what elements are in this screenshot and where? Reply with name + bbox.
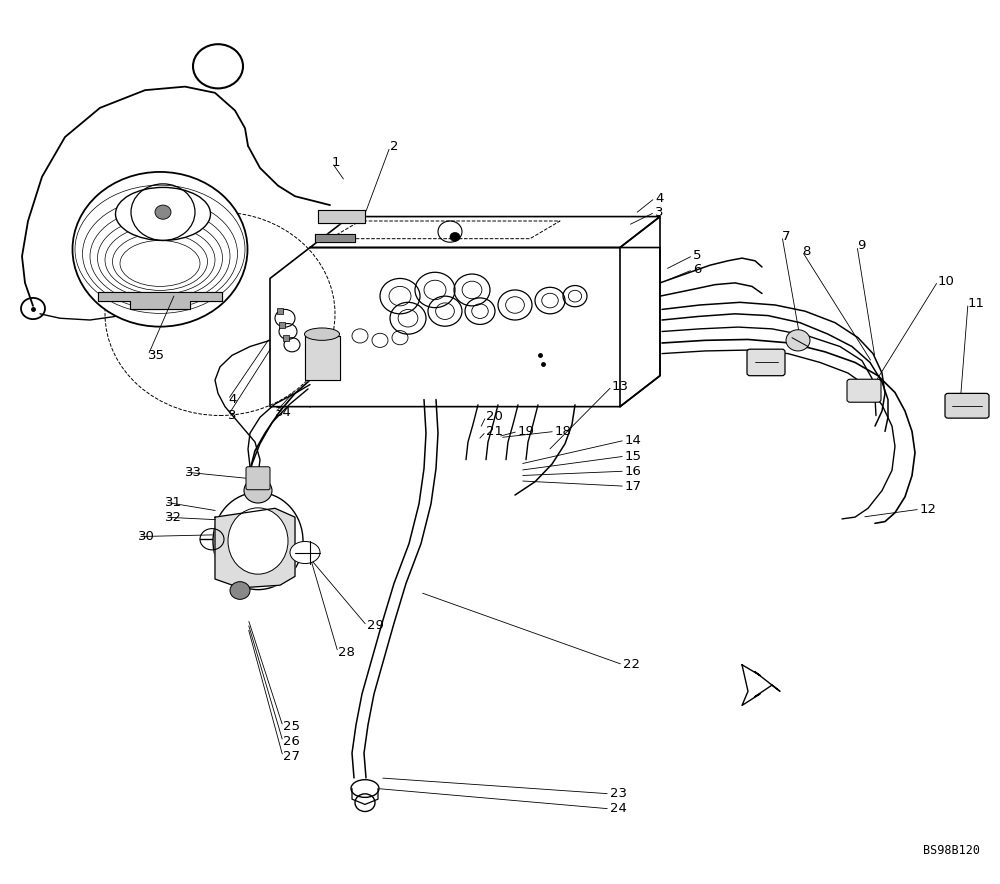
Circle shape	[155, 205, 171, 219]
Text: 13: 13	[612, 380, 629, 392]
Circle shape	[450, 232, 460, 241]
Text: 12: 12	[920, 503, 937, 515]
Text: 28: 28	[338, 646, 355, 659]
Text: 7: 7	[782, 230, 790, 242]
Text: 34: 34	[275, 407, 292, 419]
Ellipse shape	[72, 171, 248, 326]
Text: 33: 33	[185, 466, 202, 478]
FancyBboxPatch shape	[246, 467, 270, 490]
Text: 4: 4	[228, 393, 236, 406]
Polygon shape	[742, 665, 780, 705]
Text: 10: 10	[938, 275, 955, 287]
Text: 32: 32	[165, 511, 182, 523]
Text: 5: 5	[693, 249, 702, 262]
Polygon shape	[318, 210, 365, 223]
Ellipse shape	[228, 507, 288, 575]
Text: 23: 23	[610, 788, 627, 800]
Ellipse shape	[290, 541, 320, 564]
Polygon shape	[305, 336, 340, 380]
Text: 21: 21	[486, 425, 503, 438]
Text: 19: 19	[518, 425, 535, 438]
Ellipse shape	[304, 328, 340, 340]
Text: 30: 30	[138, 530, 155, 543]
Text: 3: 3	[228, 409, 237, 422]
Ellipse shape	[213, 492, 303, 590]
Text: 20: 20	[486, 410, 503, 423]
Text: 9: 9	[857, 240, 865, 252]
Circle shape	[786, 330, 810, 351]
Text: 24: 24	[610, 803, 627, 815]
Polygon shape	[315, 234, 355, 242]
Text: 25: 25	[283, 720, 300, 733]
Circle shape	[244, 478, 272, 503]
FancyBboxPatch shape	[747, 349, 785, 376]
Text: 27: 27	[283, 751, 300, 763]
Text: 15: 15	[625, 450, 642, 462]
Text: 18: 18	[555, 425, 572, 438]
Circle shape	[230, 582, 250, 599]
Text: 6: 6	[693, 263, 701, 276]
Text: 14: 14	[625, 434, 642, 446]
Text: BS98B120: BS98B120	[923, 844, 980, 857]
Text: 1: 1	[332, 156, 340, 169]
Text: 2: 2	[390, 141, 398, 153]
FancyBboxPatch shape	[847, 379, 881, 402]
Text: 22: 22	[623, 659, 640, 671]
FancyBboxPatch shape	[945, 393, 989, 418]
Polygon shape	[215, 508, 295, 588]
Text: 8: 8	[802, 245, 810, 257]
Ellipse shape	[116, 187, 210, 240]
Text: 11: 11	[968, 297, 985, 309]
Polygon shape	[98, 292, 222, 309]
Text: 29: 29	[367, 620, 384, 632]
Text: 31: 31	[165, 496, 182, 508]
Text: 4: 4	[655, 192, 663, 204]
Text: 26: 26	[283, 735, 300, 748]
Text: 35: 35	[148, 349, 165, 362]
Text: 16: 16	[625, 465, 642, 477]
Ellipse shape	[351, 780, 379, 797]
Text: 3: 3	[655, 206, 664, 218]
Text: 17: 17	[625, 480, 642, 492]
